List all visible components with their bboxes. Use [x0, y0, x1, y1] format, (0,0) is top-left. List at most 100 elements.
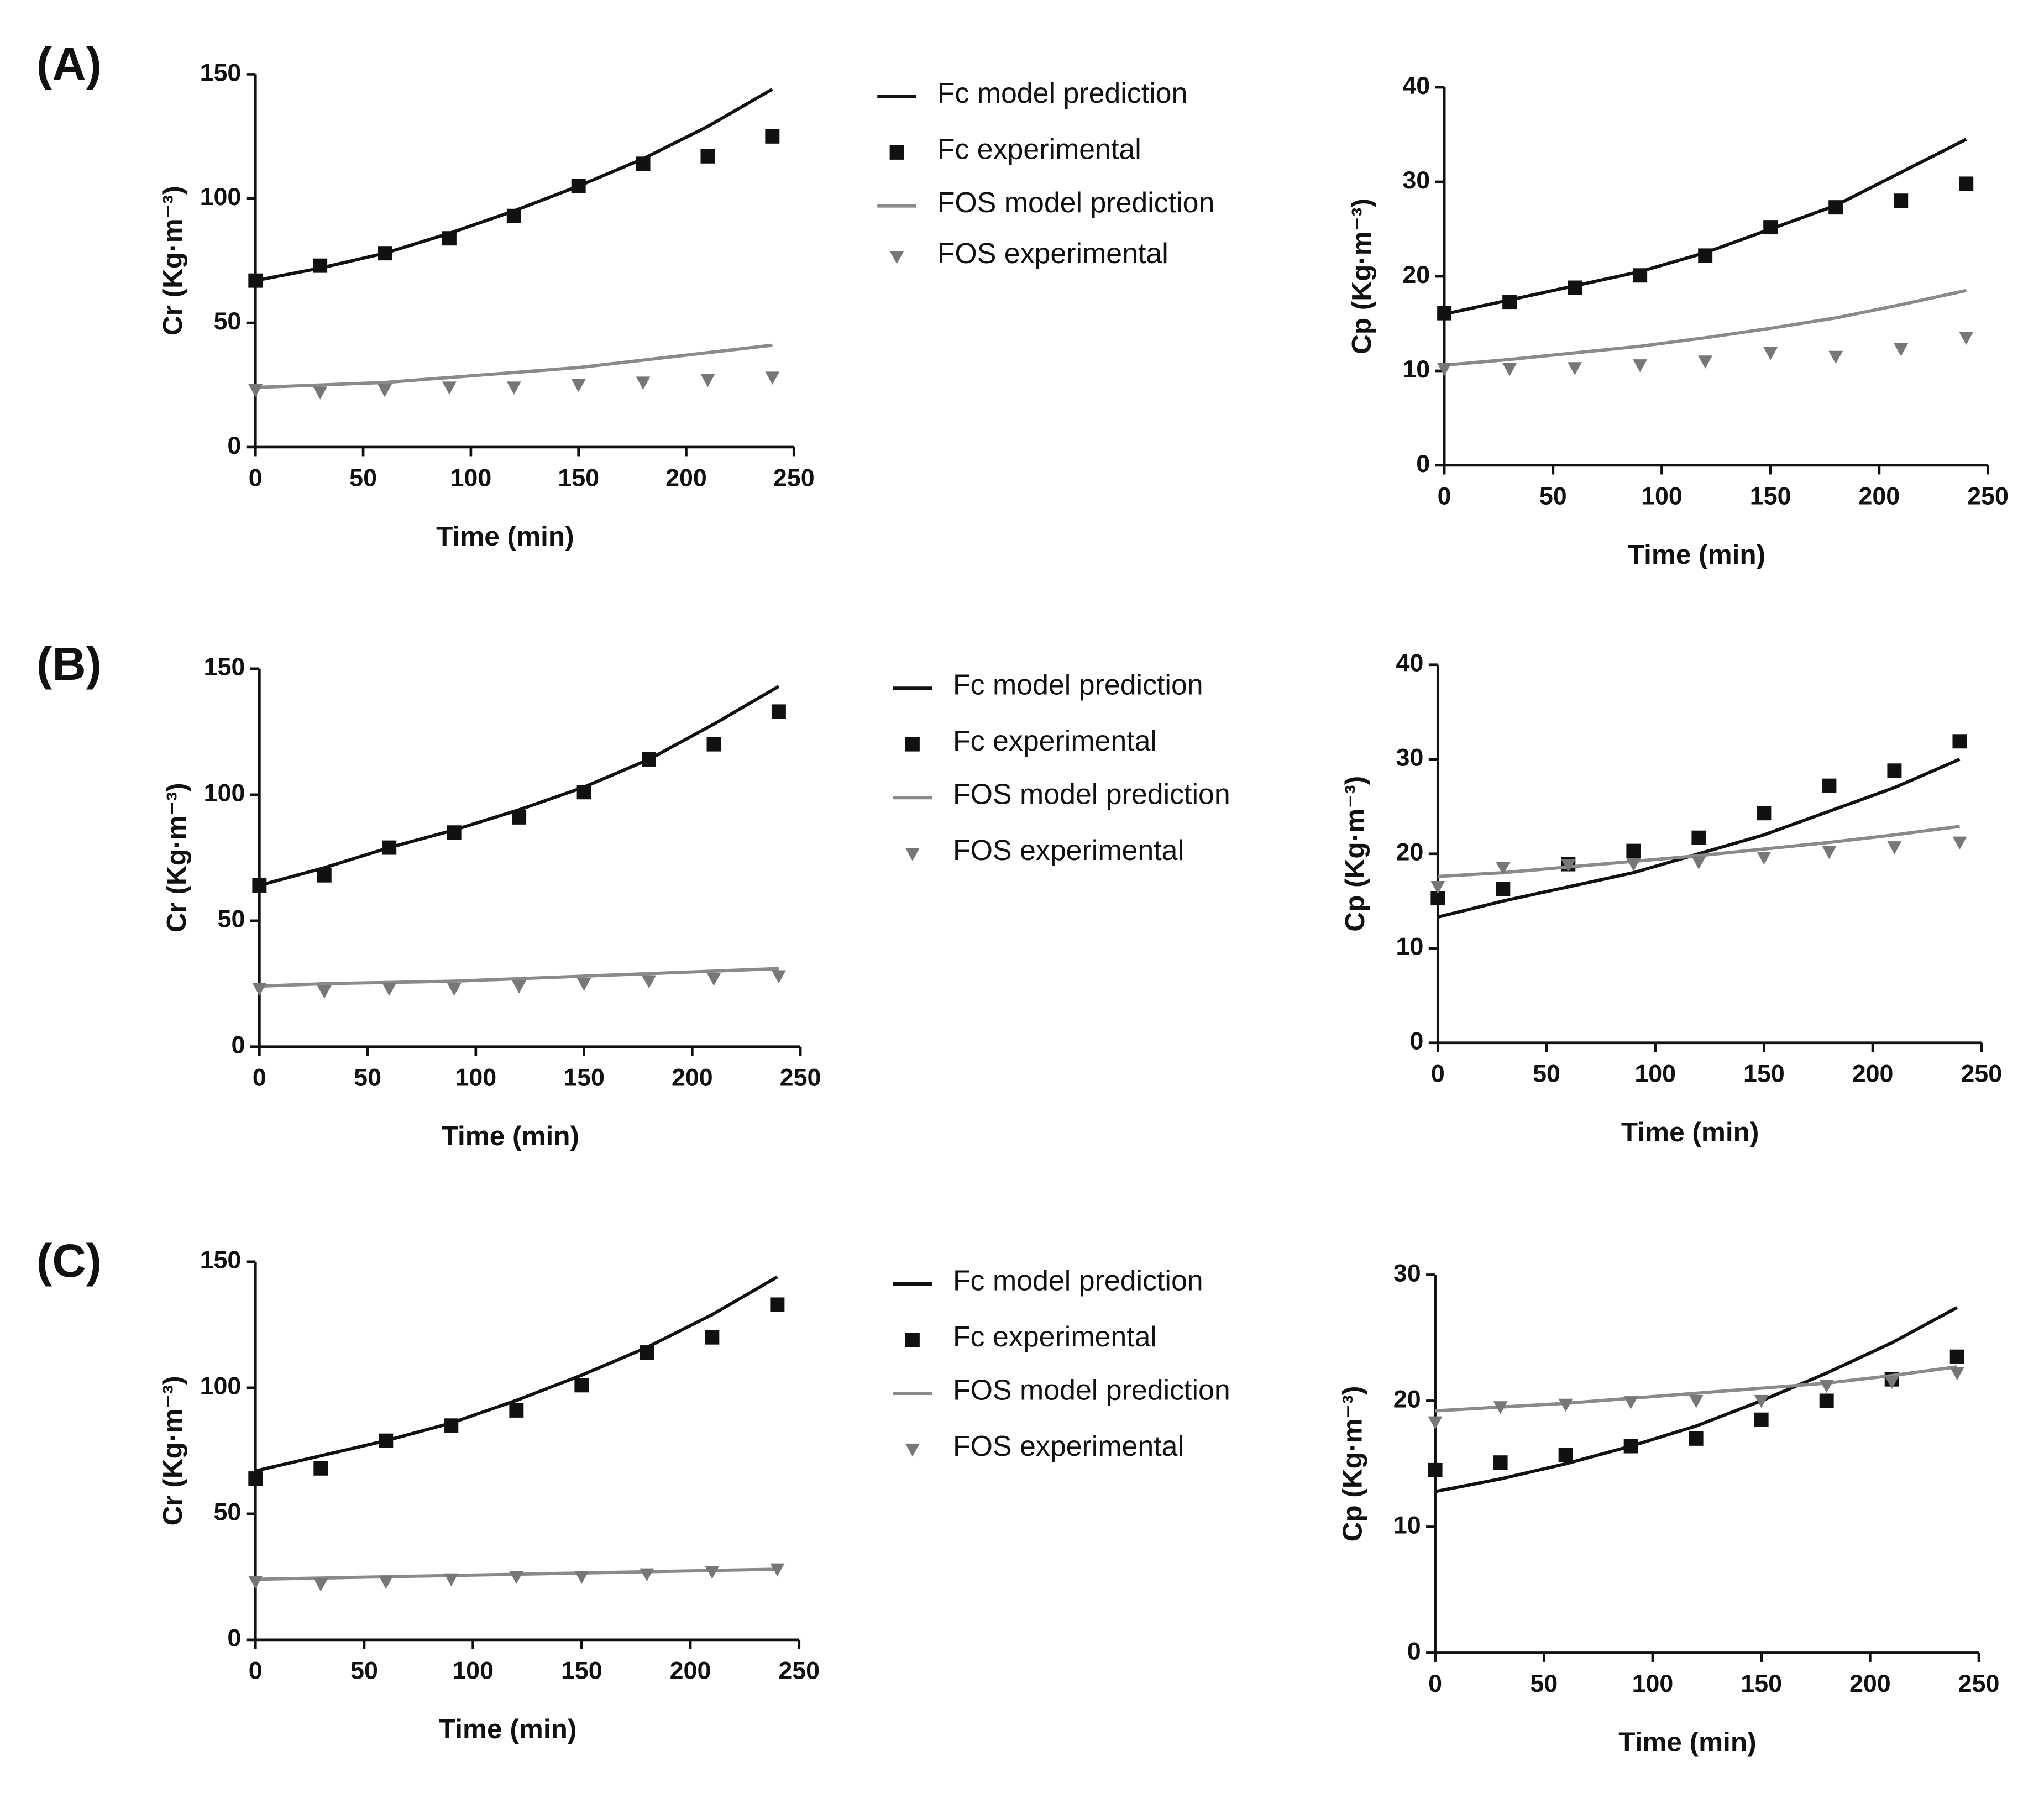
marker-triangle — [574, 1571, 589, 1584]
x-tick-label: 250 — [780, 1064, 821, 1092]
y-tick-label: 30 — [1396, 744, 1424, 772]
marker-square — [571, 179, 586, 193]
marker-square — [1698, 248, 1713, 263]
series-line — [1435, 1306, 1958, 1493]
x-axis-title: Time (min) — [436, 521, 574, 552]
marker-square — [574, 1378, 589, 1393]
x-tick-label: 0 — [1431, 1060, 1445, 1087]
marker-triangle — [1884, 1376, 1899, 1389]
marker-triangle — [1757, 851, 1772, 865]
marker-triangle — [252, 983, 267, 996]
marker-triangle — [1894, 343, 1909, 356]
marker-square — [313, 1461, 328, 1476]
marker-triangle — [576, 978, 591, 991]
marker-triangle — [313, 1578, 328, 1592]
y-axis-title: Cp (Kg·m⁻³) — [1340, 776, 1370, 932]
x-tick-label: 50 — [1530, 1670, 1558, 1697]
marker-square — [313, 258, 328, 273]
marker-triangle — [1828, 350, 1843, 364]
x-axis-title: Time (min) — [1628, 539, 1765, 570]
legend-label: Fc experimental — [937, 133, 1141, 165]
marker-triangle — [1698, 355, 1713, 369]
legend-label: FOS experimental — [953, 834, 1184, 866]
marker-triangle — [1689, 1394, 1704, 1408]
marker-square — [1763, 220, 1778, 235]
y-tick-label: 150 — [204, 653, 245, 681]
series-line — [259, 685, 780, 887]
marker-triangle — [1626, 858, 1641, 872]
x-tick-label: 100 — [450, 464, 492, 492]
x-tick-label: 150 — [1743, 1060, 1785, 1087]
y-tick-label: 0 — [231, 1031, 245, 1059]
marker-square — [636, 156, 651, 171]
y-tick-label: 0 — [1409, 1027, 1423, 1055]
legend-label: FOS model prediction — [937, 186, 1215, 218]
legend-label: Fc model prediction — [953, 1264, 1203, 1296]
marker-square — [640, 1345, 654, 1360]
marker-triangle — [382, 983, 397, 996]
marker-square — [1626, 843, 1641, 858]
marker-triangle — [1691, 856, 1706, 870]
marker-triangle — [642, 975, 657, 989]
y-tick-label: 30 — [1402, 166, 1430, 194]
marker-square — [1822, 778, 1837, 793]
x-axis-title: Time (min) — [1621, 1117, 1759, 1147]
y-tick-label: 50 — [218, 905, 245, 933]
legend-swatch — [905, 737, 920, 752]
x-tick-label: 150 — [1750, 483, 1791, 510]
marker-triangle — [248, 1576, 263, 1589]
x-tick-label: 0 — [249, 464, 263, 492]
y-tick-label: 150 — [200, 1246, 242, 1274]
marker-triangle — [1952, 836, 1967, 850]
x-tick-label: 0 — [249, 1657, 263, 1685]
x-axis-title: Time (min) — [439, 1714, 576, 1744]
x-tick-label: 200 — [1849, 1670, 1891, 1697]
marker-triangle — [571, 379, 586, 392]
x-tick-label: 50 — [1533, 1060, 1560, 1087]
marker-square — [248, 273, 263, 288]
marker-triangle — [1493, 1401, 1508, 1414]
marker-triangle — [1819, 1380, 1834, 1393]
marker-square — [252, 878, 267, 893]
marker-triangle — [1754, 1394, 1769, 1408]
x-tick-label: 150 — [563, 1064, 605, 1092]
marker-square — [444, 1418, 459, 1433]
x-tick-label: 250 — [1961, 1060, 2002, 1087]
marker-square — [1828, 200, 1843, 215]
y-tick-label: 10 — [1402, 355, 1430, 383]
series-line — [1438, 825, 1960, 878]
series-line — [1435, 1365, 1958, 1413]
marker-triangle — [1822, 846, 1837, 859]
marker-triangle — [1561, 859, 1576, 873]
marker-triangle — [248, 384, 263, 397]
x-tick-label: 200 — [670, 1657, 711, 1685]
legend-label: FOS experimental — [937, 237, 1168, 269]
x-axis-title: Time (min) — [442, 1121, 579, 1151]
y-tick-label: 20 — [1396, 838, 1424, 866]
marker-square — [1437, 306, 1452, 321]
marker-triangle — [1428, 1416, 1443, 1430]
marker-triangle — [636, 376, 651, 390]
marker-square — [506, 208, 521, 223]
x-tick-label: 200 — [672, 1064, 713, 1092]
series-line — [259, 967, 779, 988]
x-tick-label: 250 — [1958, 1670, 2000, 1697]
marker-square — [509, 1403, 524, 1418]
y-tick-label: 20 — [1393, 1385, 1421, 1413]
legend-swatch — [905, 1443, 920, 1457]
marker-square — [442, 231, 457, 246]
x-tick-label: 100 — [1632, 1670, 1674, 1697]
marker-triangle — [442, 381, 457, 395]
marker-triangle — [379, 1576, 394, 1589]
marker-square — [1633, 268, 1648, 283]
marker-square — [1623, 1439, 1638, 1454]
y-tick-label: 30 — [1393, 1259, 1421, 1287]
y-tick-label: 20 — [1402, 261, 1430, 289]
marker-triangle — [317, 985, 332, 999]
x-tick-label: 0 — [253, 1064, 266, 1092]
marker-square — [642, 752, 657, 767]
y-axis-title: Cr (Kg·m⁻³) — [158, 1376, 188, 1525]
y-tick-label: 100 — [204, 779, 245, 807]
y-tick-label: 50 — [214, 1498, 242, 1526]
marker-triangle — [700, 374, 715, 387]
